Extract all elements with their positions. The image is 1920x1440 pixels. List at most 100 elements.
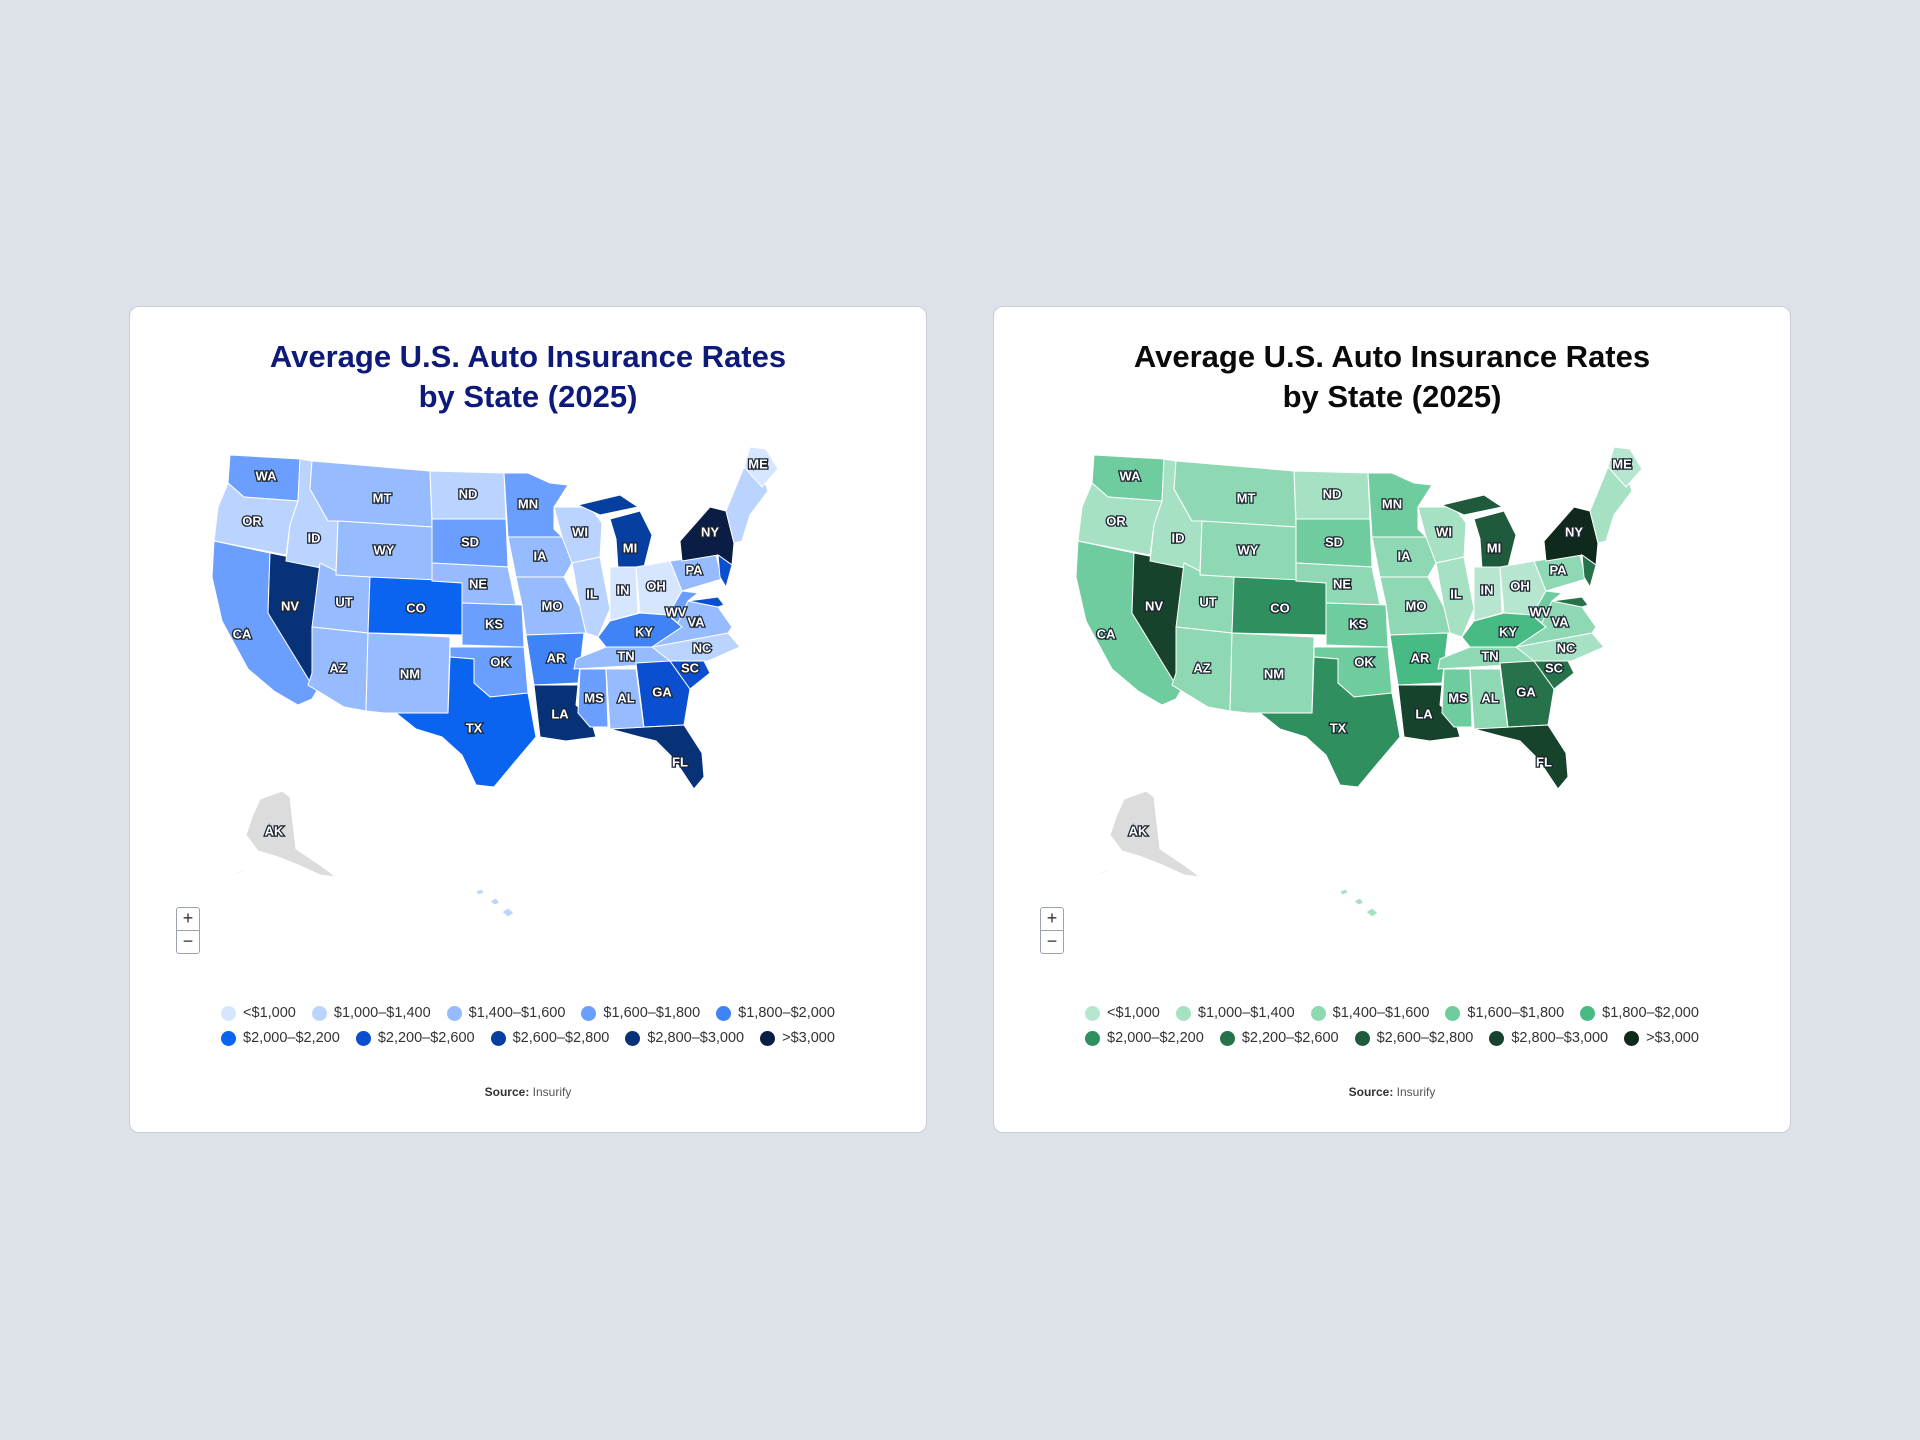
zoom-in-button[interactable]: + bbox=[1046, 908, 1058, 928]
zoom-out-button[interactable]: − bbox=[1041, 930, 1063, 953]
zoom-out-button[interactable]: − bbox=[177, 930, 199, 953]
zoom-in-button[interactable]: + bbox=[182, 908, 194, 928]
state-tx[interactable] bbox=[394, 656, 537, 788]
source-value: Insurify bbox=[532, 1085, 572, 1099]
state-ms[interactable] bbox=[1441, 668, 1473, 728]
legend-label: $2,000–$2,200 bbox=[243, 1030, 340, 1046]
state-me[interactable] bbox=[1607, 446, 1643, 488]
state-ms[interactable] bbox=[577, 668, 609, 728]
state-label-or: OR bbox=[1106, 513, 1126, 528]
us-choropleth-map: WA OR CA NV ID MT WY UT AZ CO NM ND SD NE KS OK TX MN IA MO… bbox=[1073, 446, 1643, 918]
state-label-ks: KS bbox=[1349, 616, 1367, 631]
legend-item: $1,600–$1,800 bbox=[1445, 1005, 1564, 1021]
state-label-oh: OH bbox=[1510, 578, 1530, 593]
legend-label: $1,600–$1,800 bbox=[1467, 1005, 1565, 1021]
state-fl[interactable] bbox=[609, 724, 705, 790]
state-label-mn: MN bbox=[518, 496, 538, 511]
state-label-mo: MO bbox=[1406, 598, 1427, 613]
state-hi[interactable] bbox=[1339, 888, 1379, 918]
state-label-ne: NE bbox=[469, 576, 487, 591]
state-label-id: ID bbox=[308, 530, 321, 545]
legend-swatch bbox=[221, 1005, 237, 1021]
state-label-al: AL bbox=[1481, 690, 1498, 705]
state-nj[interactable] bbox=[1581, 553, 1597, 589]
legend-label: $2,800–$3,000 bbox=[647, 1030, 745, 1046]
state-label-ne: NE bbox=[1333, 576, 1351, 591]
state-label-ar: AR bbox=[1411, 650, 1430, 665]
state-label-ut: UT bbox=[1199, 594, 1216, 609]
state-label-ms: MS bbox=[584, 690, 604, 705]
state-ak[interactable] bbox=[1073, 790, 1202, 884]
state-label-wv: WV bbox=[666, 604, 687, 619]
state-ny[interactable] bbox=[1543, 506, 1599, 566]
legend-swatch bbox=[311, 1005, 327, 1021]
state-wv[interactable] bbox=[667, 590, 700, 624]
map-card-blue: Average U.S. Auto Insurance Rates by Sta… bbox=[129, 306, 927, 1133]
source-label: Source: bbox=[484, 1085, 530, 1099]
state-tx[interactable] bbox=[1258, 656, 1401, 788]
legend-item: $1,400–$1,600 bbox=[1310, 1005, 1429, 1021]
legend-label: $1,600–$1,800 bbox=[603, 1005, 701, 1021]
legend-item: $1,800–$2,000 bbox=[1580, 1005, 1699, 1021]
state-label-tn: TN bbox=[617, 648, 634, 663]
state-in[interactable] bbox=[1473, 566, 1503, 622]
state-ak[interactable] bbox=[209, 790, 338, 884]
state-label-in: IN bbox=[617, 582, 630, 597]
legend-swatch bbox=[1489, 1030, 1505, 1046]
state-ar[interactable] bbox=[1389, 632, 1449, 686]
state-label-il: IL bbox=[1450, 586, 1462, 601]
state-label-co: CO bbox=[406, 600, 426, 615]
state-label-ca: CA bbox=[233, 626, 252, 641]
state-hi[interactable] bbox=[475, 888, 515, 918]
state-label-or: OR bbox=[242, 513, 262, 528]
state-md[interactable] bbox=[1551, 596, 1589, 608]
state-label-fl: FL bbox=[1536, 754, 1552, 769]
legend-label: <$1,000 bbox=[1107, 1005, 1160, 1021]
legend-swatch bbox=[1175, 1005, 1191, 1021]
legend-label: $1,800–$2,000 bbox=[1602, 1005, 1699, 1021]
legend-label: <$1,000 bbox=[243, 1005, 296, 1021]
state-label-ky: KY bbox=[635, 624, 653, 639]
state-me[interactable] bbox=[743, 446, 779, 488]
state-label-mn: MN bbox=[1382, 496, 1402, 511]
legend-label: $2,000–$2,200 bbox=[1107, 1030, 1204, 1046]
state-label-ia: IA bbox=[1398, 548, 1412, 563]
state-label-nd: ND bbox=[1323, 486, 1342, 501]
state-label-ok: OK bbox=[1354, 654, 1374, 669]
state-label-nc: NC bbox=[1557, 640, 1576, 655]
title-line-1: Average U.S. Auto Insurance Rates bbox=[1133, 339, 1651, 374]
chart-title: Average U.S. Auto Insurance Rates by Sta… bbox=[130, 337, 926, 417]
state-label-mi: MI bbox=[623, 540, 637, 555]
legend-row-1: <$1,000 $1,000–$1,400 $1,400–$1,600 $1,600–… bbox=[994, 1005, 1790, 1021]
state-ga[interactable] bbox=[1499, 660, 1555, 728]
state-label-ut: UT bbox=[335, 594, 352, 609]
us-choropleth-map: WA OR CA NV ID MT WY UT AZ CO NM ND SD NE KS OK TX MN IA MO… bbox=[209, 446, 779, 918]
state-label-ny: NY bbox=[1565, 524, 1583, 539]
state-label-al: AL bbox=[617, 690, 634, 705]
state-label-me: ME bbox=[1612, 456, 1632, 471]
title-line-2: by State (2025) bbox=[1282, 379, 1502, 414]
legend-swatch bbox=[1219, 1030, 1235, 1046]
legend-label: $2,600–$2,800 bbox=[512, 1030, 610, 1046]
state-mt[interactable] bbox=[309, 460, 433, 528]
legend-swatch bbox=[1445, 1005, 1461, 1021]
state-label-tx: TX bbox=[466, 720, 483, 735]
state-fl[interactable] bbox=[1473, 724, 1569, 790]
legend-swatch bbox=[1085, 1005, 1101, 1021]
state-ga[interactable] bbox=[635, 660, 691, 728]
state-mt[interactable] bbox=[1173, 460, 1297, 528]
state-nj[interactable] bbox=[717, 553, 733, 589]
state-ar[interactable] bbox=[525, 632, 585, 686]
legend-label: $2,200–$2,600 bbox=[1241, 1030, 1339, 1046]
state-ia[interactable] bbox=[1371, 536, 1437, 578]
state-label-ms: MS bbox=[1448, 690, 1468, 705]
state-md[interactable] bbox=[687, 596, 725, 608]
state-in[interactable] bbox=[609, 566, 639, 622]
state-label-nc: NC bbox=[693, 640, 712, 655]
state-label-me: ME bbox=[748, 456, 768, 471]
state-label-pa: PA bbox=[685, 562, 703, 577]
state-ia[interactable] bbox=[507, 536, 573, 578]
state-label-va: VA bbox=[1551, 614, 1569, 629]
state-wv[interactable] bbox=[1531, 590, 1564, 624]
state-ny[interactable] bbox=[679, 506, 735, 566]
